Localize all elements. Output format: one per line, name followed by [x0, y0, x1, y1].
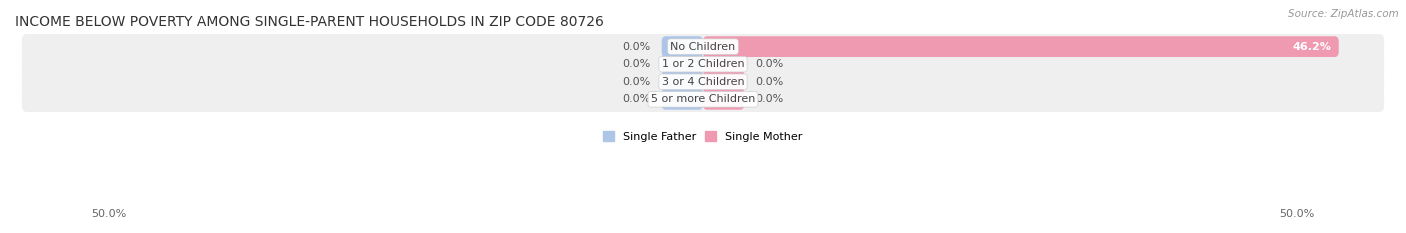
Text: INCOME BELOW POVERTY AMONG SINGLE-PARENT HOUSEHOLDS IN ZIP CODE 80726: INCOME BELOW POVERTY AMONG SINGLE-PARENT… — [15, 15, 603, 29]
FancyBboxPatch shape — [662, 71, 703, 92]
Text: Source: ZipAtlas.com: Source: ZipAtlas.com — [1288, 9, 1399, 19]
Text: 46.2%: 46.2% — [1294, 42, 1331, 52]
Text: 0.0%: 0.0% — [623, 77, 651, 87]
Text: 50.0%: 50.0% — [1279, 209, 1315, 219]
FancyBboxPatch shape — [703, 54, 744, 75]
Text: 0.0%: 0.0% — [755, 77, 783, 87]
FancyBboxPatch shape — [703, 89, 744, 110]
Text: No Children: No Children — [671, 42, 735, 52]
FancyBboxPatch shape — [22, 69, 1384, 94]
FancyBboxPatch shape — [22, 87, 1384, 112]
FancyBboxPatch shape — [662, 54, 703, 75]
Text: 3 or 4 Children: 3 or 4 Children — [662, 77, 744, 87]
Text: 0.0%: 0.0% — [755, 59, 783, 69]
FancyBboxPatch shape — [22, 51, 1384, 77]
FancyBboxPatch shape — [703, 36, 1339, 57]
Text: 0.0%: 0.0% — [623, 59, 651, 69]
Text: 0.0%: 0.0% — [755, 94, 783, 104]
Text: 50.0%: 50.0% — [91, 209, 127, 219]
Legend: Single Father, Single Mother: Single Father, Single Mother — [599, 127, 807, 146]
Text: 0.0%: 0.0% — [623, 42, 651, 52]
FancyBboxPatch shape — [22, 34, 1384, 59]
FancyBboxPatch shape — [662, 89, 703, 110]
FancyBboxPatch shape — [703, 71, 744, 92]
Text: 5 or more Children: 5 or more Children — [651, 94, 755, 104]
FancyBboxPatch shape — [662, 36, 703, 57]
Text: 0.0%: 0.0% — [623, 94, 651, 104]
Text: 1 or 2 Children: 1 or 2 Children — [662, 59, 744, 69]
